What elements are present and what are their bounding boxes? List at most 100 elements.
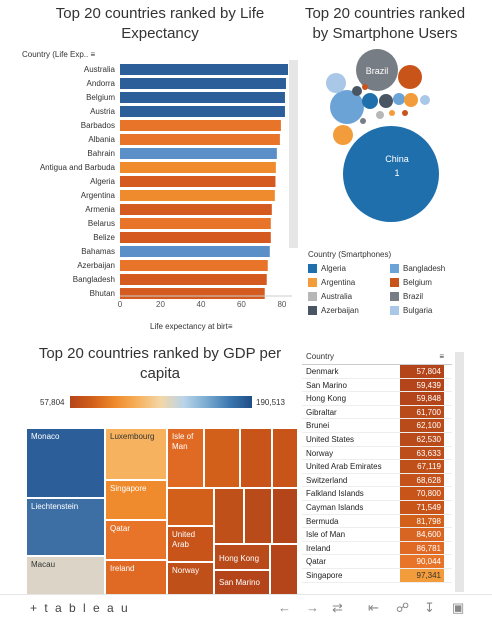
bar[interactable] [120,218,271,229]
gdp-table-scrollbar[interactable] [455,352,464,592]
table-row[interactable]: Ireland 86,781 [302,541,452,556]
bar[interactable] [120,190,275,201]
undo-icon[interactable]: ← [278,600,291,615]
bubble-b5[interactable] [404,93,418,107]
bar[interactable] [120,120,281,131]
bubble-b3[interactable] [379,94,393,108]
bubble-b7[interactable] [420,95,430,105]
table-row[interactable]: Denmark 57,804 [302,365,452,379]
reset-icon[interactable]: ⇤ [368,600,379,615]
treemap-tile-qatar[interactable]: Qatar [105,520,167,560]
treemap-tile-falkland[interactable] [272,428,298,488]
bar[interactable] [120,204,272,215]
legend-item[interactable]: Bulgaria [390,306,432,315]
bar[interactable] [120,162,276,173]
treemap-tile-t4[interactable] [270,544,298,594]
bar[interactable] [120,288,265,299]
legend-item[interactable]: Azerbaijan [308,306,359,315]
bar[interactable] [120,64,288,75]
bubble-b2[interactable] [362,93,378,109]
bar[interactable] [120,260,268,271]
table-row[interactable]: San Marino 59,439 [302,378,452,393]
bar[interactable] [120,148,277,159]
table-row[interactable]: Bermuda 81,798 [302,514,452,529]
table-row[interactable]: Falkland Islands 70,800 [302,487,452,501]
treemap-tile-san-marino[interactable]: San Marino [214,570,270,594]
sort-icon[interactable]: ≡ [90,50,96,59]
bubble-argentina[interactable] [333,125,353,145]
fullscreen-icon[interactable]: ▣ [452,600,465,615]
sort-icon[interactable]: ≡ [227,322,233,331]
bar[interactable] [120,246,270,257]
bar[interactable] [120,176,276,187]
life-axis-title[interactable]: Life expectancy at birt≡ [150,322,233,331]
sort-icon[interactable]: ≡ [439,352,444,361]
treemap-tile-t2[interactable] [244,488,272,544]
legend-item[interactable]: Bangladesh [390,264,445,273]
life-chart-scrollbar[interactable] [289,60,298,248]
treemap-tile-t3[interactable] [272,488,298,544]
gdp-table-header[interactable]: Country ≡ [302,352,452,365]
legend-item[interactable]: Belgium [390,278,432,287]
treemap-tile-hong-kong[interactable]: Hong Kong [214,544,270,570]
table-row[interactable]: Gibraltar 61,700 [302,405,452,420]
bubble-b11[interactable] [402,110,408,116]
table-row[interactable]: Singapore 97,341 [302,568,452,583]
bar[interactable] [120,106,285,117]
table-row[interactable]: Switzerland 68,628 [302,473,452,488]
bubble-b1[interactable] [326,73,346,93]
x-tick-label: 0 [118,300,123,309]
bubble-b4[interactable] [393,93,405,105]
gdp-value-cell: 59,848 [400,392,444,405]
bubble-b8[interactable] [362,84,368,90]
treemap-tile-isle-of-man[interactable]: Isle of Man [167,428,204,488]
bubble-b12[interactable] [360,118,366,124]
treemap-tile-united-arab[interactable]: United Arab [167,526,214,562]
table-row[interactable]: Norway 63,633 [302,446,452,461]
treemap-tile-luxembourg[interactable]: Luxembourg [105,428,167,480]
bar[interactable] [120,232,271,243]
bubble-china[interactable] [343,126,439,222]
treemap-tile-singapore[interactable]: Singapore [105,480,167,520]
revert-icon[interactable]: ⇄ [332,600,343,615]
gdp-legend-max: 190,513 [256,398,285,407]
treemap-tile-switzerland[interactable] [167,488,214,526]
redo-icon[interactable]: → [306,600,319,615]
bubble-brazil[interactable] [356,49,398,91]
treemap-tile-ireland[interactable]: Ireland [105,560,167,594]
treemap-tile-norway[interactable]: Norway [167,562,214,594]
life-column-header[interactable]: Country (Life Exp.. ≡ [22,50,96,59]
legend-item[interactable]: Brazil [390,292,423,301]
bubble-b6[interactable] [352,86,362,96]
tableau-logo[interactable]: + t a b l e a u [30,601,130,615]
bar[interactable] [120,92,285,103]
bar[interactable] [120,78,286,89]
legend-item[interactable]: Australia [308,292,352,301]
table-row[interactable]: Cayman Islands 71,549 [302,500,452,515]
table-row[interactable]: Isle of Man 84,600 [302,528,452,542]
treemap-tile-bermuda[interactable] [204,428,240,488]
download-icon[interactable]: ↧ [424,600,435,615]
treemap-tile-monaco[interactable]: Monaco [26,428,105,498]
treemap-tile-liechtenstein[interactable]: Liechtenstein [26,498,105,556]
bubble-b9[interactable] [376,111,384,119]
legend-item[interactable]: Algeria [308,264,346,273]
table-row[interactable]: United Arab Emirates 67,119 [302,460,452,474]
gdp-value-cell: 97,341 [400,568,444,582]
share-icon[interactable]: ☍ [396,600,410,615]
bar-label: Algeria [90,177,115,186]
bubble-belgium[interactable] [398,65,422,89]
country-column-header[interactable]: Country [306,352,335,361]
treemap-tile-macau[interactable]: Macau [26,556,105,594]
legend-item[interactable]: Argentina [308,278,355,287]
bubble-b10[interactable] [389,110,395,116]
table-row[interactable]: Qatar 90,044 [302,555,452,569]
treemap-tile-cayman[interactable] [240,428,272,488]
table-row[interactable]: United States 62,530 [302,432,452,447]
table-row[interactable]: Brunei 62,100 [302,419,452,433]
bar[interactable] [120,274,267,285]
bubble-bangladesh[interactable] [330,90,364,124]
bar[interactable] [120,134,280,145]
table-row[interactable]: Hong Kong 59,848 [302,392,452,406]
treemap-tile-t1[interactable] [214,488,244,544]
